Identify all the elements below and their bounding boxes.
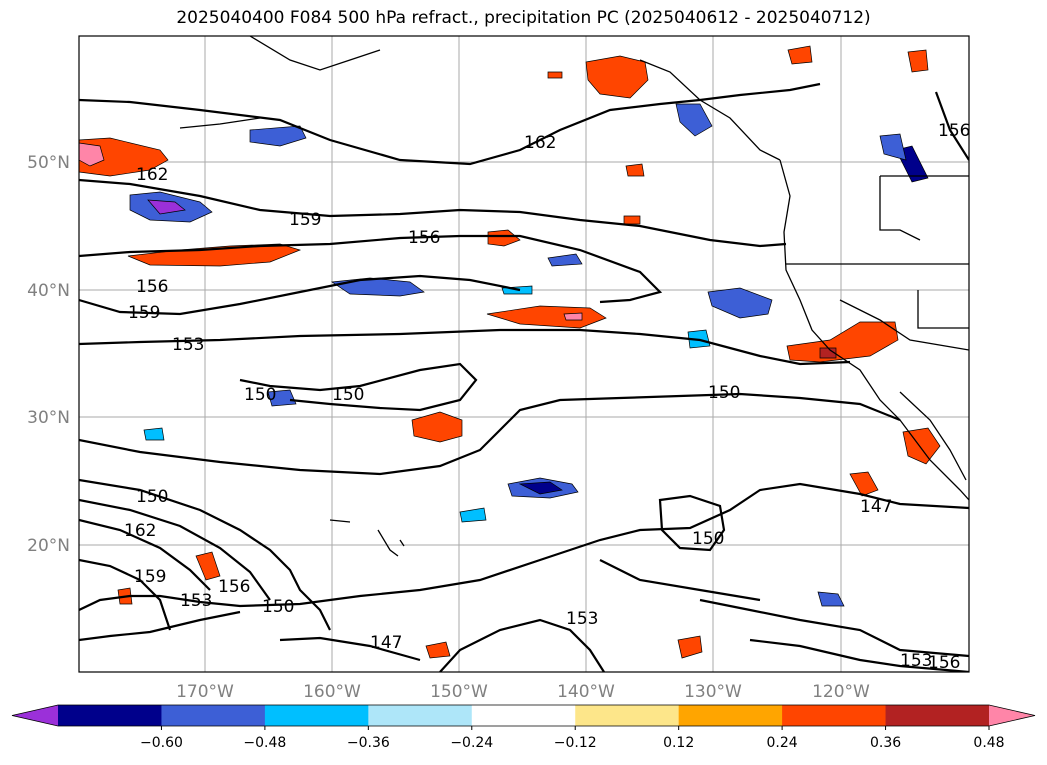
contour-label: 162 — [136, 165, 168, 185]
contour-label: 156 — [928, 653, 960, 673]
precip-blob — [486, 305, 607, 329]
precip-blob — [675, 103, 713, 137]
lon-label: 160°W — [303, 682, 361, 702]
precip-blob — [817, 591, 845, 607]
lon-labels: 170°W 160°W 150°W 140°W 130°W 120°W — [176, 682, 870, 702]
colorbar-tick-label: 0.36 — [870, 735, 901, 751]
precip-blob — [547, 71, 563, 79]
contour-label: 156 — [218, 577, 250, 597]
lat-labels: 50°N 40°N 30°N 20°N — [27, 153, 70, 556]
precip-areas — [79, 45, 941, 659]
precip-blob — [267, 389, 297, 407]
colorbar — [11, 704, 1036, 727]
precip-blob — [563, 312, 583, 321]
lon-label: 140°W — [557, 682, 615, 702]
colorbar-swatch — [161, 705, 266, 726]
precip-blob — [195, 551, 221, 581]
precip-blob — [411, 411, 463, 443]
precip-blob — [879, 133, 907, 161]
precip-blob — [786, 321, 899, 363]
lon-label: 130°W — [684, 682, 742, 702]
precip-blob — [79, 137, 169, 177]
contour-label: 156 — [136, 277, 168, 297]
contour-label: 162 — [124, 521, 156, 541]
precip-blob — [459, 507, 487, 523]
refractivity-contours — [79, 82, 969, 672]
precip-blob — [623, 215, 641, 225]
precip-blob — [249, 125, 307, 147]
precip-blob — [330, 277, 425, 297]
map-title: 2025040400 F084 500 hPa refract., precip… — [176, 8, 871, 28]
lat-label: 50°N — [27, 153, 70, 173]
contour-label: 150 — [692, 529, 724, 549]
precip-blob — [79, 142, 105, 167]
lat-label: 30°N — [27, 408, 70, 428]
colorbar-tick-label: −0.60 — [140, 735, 183, 751]
contour-label: 159 — [128, 303, 160, 323]
contour-label: 150 — [262, 597, 294, 617]
colorbar-swatch — [575, 705, 680, 726]
map-frame — [78, 35, 970, 673]
precip-blob — [547, 253, 583, 267]
contour-label: 153 — [180, 591, 212, 611]
contour-label: 159 — [134, 567, 166, 587]
lon-label: 170°W — [176, 682, 234, 702]
colorbar-swatch — [678, 705, 783, 726]
colorbar-tick-label: 0.12 — [663, 735, 694, 751]
precip-blob — [849, 471, 879, 497]
precip-blob — [902, 427, 941, 465]
contour-labels: 162 159 156 156 159 153 150 150 150 150 … — [124, 121, 970, 673]
colorbar-extend-high — [989, 705, 1035, 726]
precip-blob — [487, 229, 521, 247]
colorbar-ticks: −0.60 −0.48 −0.36 −0.24 −0.12 0.12 0.24 0.36 0.4… — [140, 726, 1005, 751]
contour-label: 150 — [332, 385, 364, 405]
colorbar-swatch — [782, 705, 887, 726]
lon-label: 120°W — [812, 682, 870, 702]
contour-label: 147 — [370, 633, 402, 653]
lon-label: 150°W — [430, 682, 488, 702]
contour-label: 156 — [938, 121, 970, 141]
colorbar-outline — [11, 704, 1036, 727]
contour-label: 153 — [566, 609, 598, 629]
colorbar-swatch — [58, 705, 162, 726]
colorbar-tick-label: −0.12 — [554, 735, 597, 751]
lat-label: 40°N — [27, 281, 70, 301]
precip-blob — [127, 243, 302, 267]
precip-blob — [147, 199, 186, 215]
colorbar-tick-label: −0.36 — [347, 735, 390, 751]
contour-label: 150 — [244, 385, 276, 405]
lat-label: 20°N — [27, 536, 70, 556]
contour-label: 153 — [900, 651, 932, 671]
colorbar-swatch — [471, 705, 576, 726]
colorbar-tick-label: 0.48 — [973, 735, 1004, 751]
contour-label: 159 — [289, 210, 321, 230]
colorbar-extend-low — [12, 705, 58, 726]
colorbar-tick-label: 0.24 — [767, 735, 798, 751]
precip-blob — [518, 481, 563, 495]
precip-blob — [425, 641, 451, 659]
colorbar-swatch — [368, 705, 473, 726]
precip-blob — [143, 427, 165, 441]
contour-label: 150 — [136, 487, 168, 507]
coastlines — [179, 36, 969, 557]
contour-label: 147 — [860, 497, 892, 517]
precip-blob — [819, 347, 837, 359]
contour-label: 153 — [172, 335, 204, 355]
colorbar-swatch — [885, 705, 990, 726]
contour-label: 150 — [708, 383, 740, 403]
contour-label: 162 — [524, 133, 556, 153]
colorbar-tick-label: −0.48 — [243, 735, 286, 751]
precip-blob — [585, 55, 649, 99]
precip-blob — [677, 635, 703, 659]
contour-label: 156 — [408, 228, 440, 248]
precip-blob — [707, 287, 773, 319]
colorbar-tick-label: −0.24 — [450, 735, 493, 751]
precip-blob — [907, 49, 929, 73]
precip-blob — [625, 163, 645, 177]
colorbar-swatch — [264, 705, 369, 726]
precip-blob — [787, 45, 813, 65]
